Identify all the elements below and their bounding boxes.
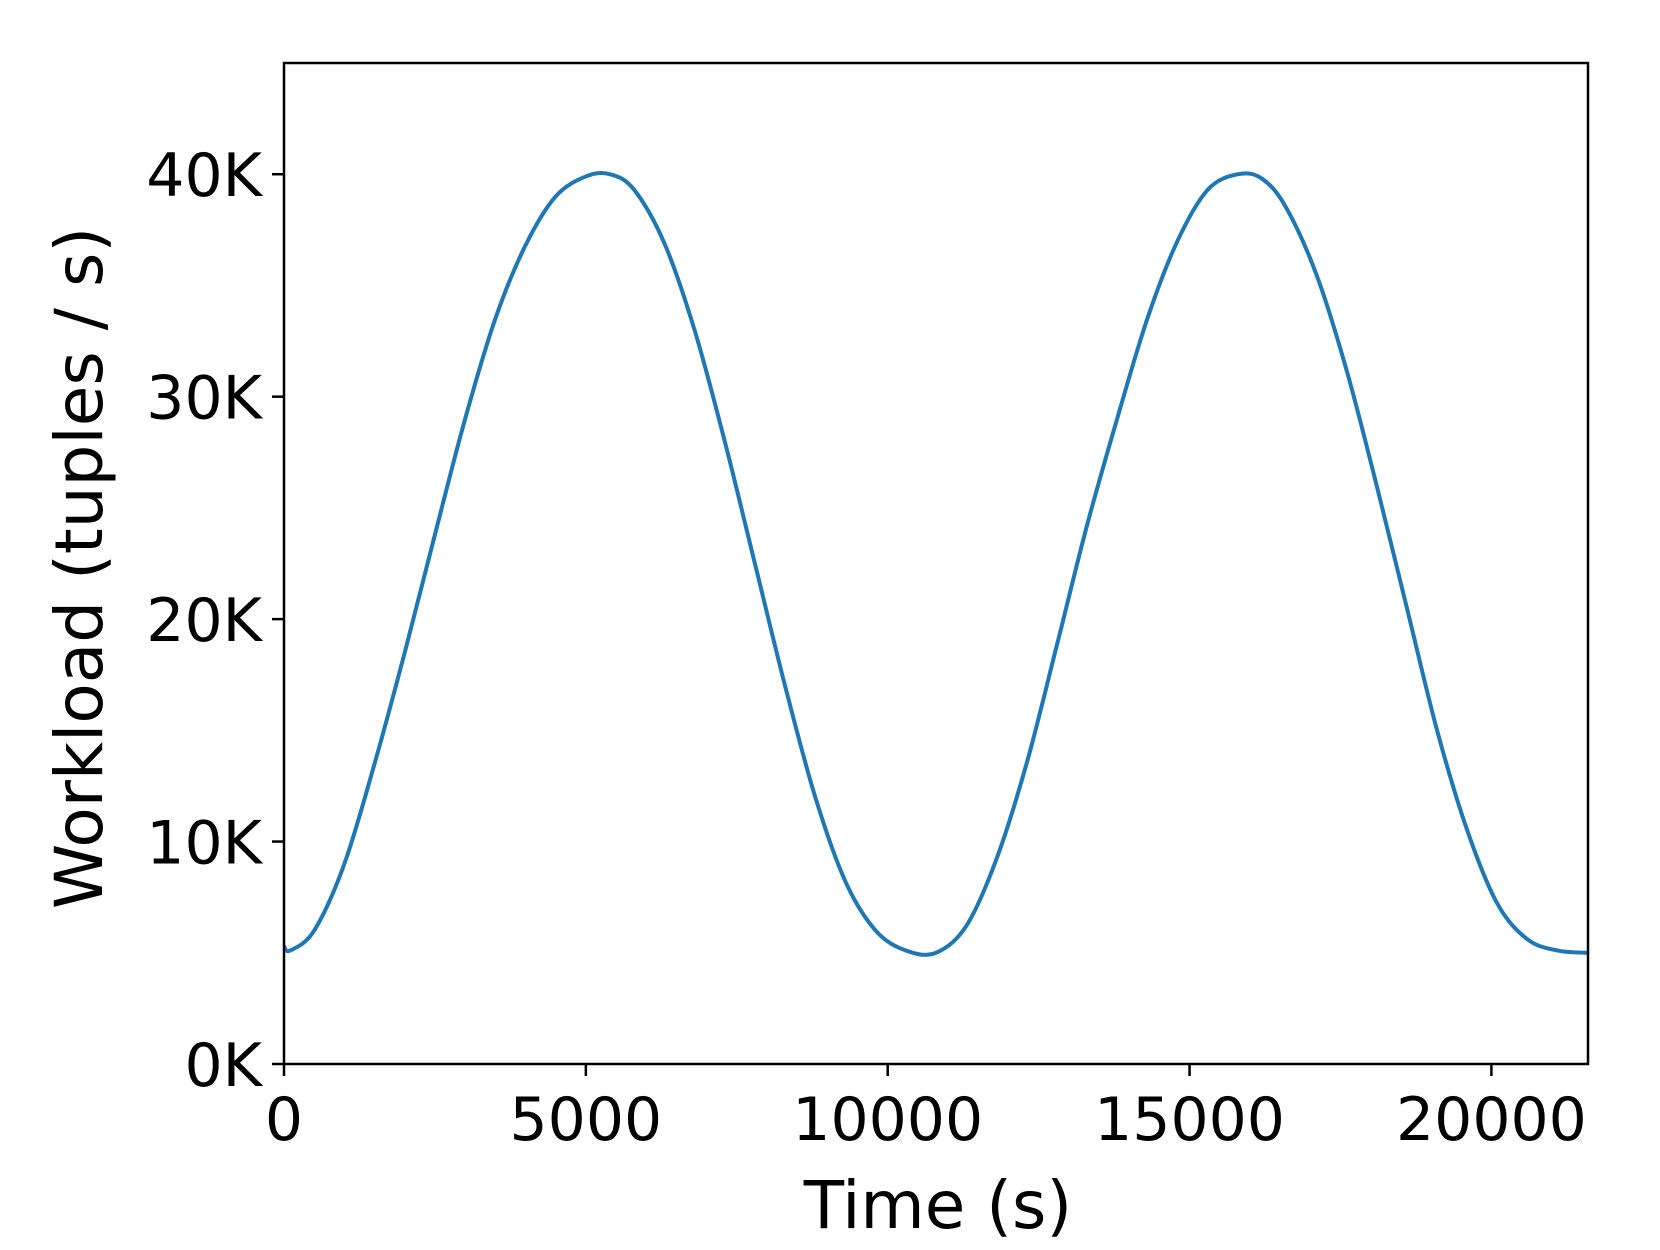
plot-frame: [282, 61, 1590, 1066]
y-tick-label: 10K: [146, 809, 263, 879]
plot-area: [282, 61, 1590, 1066]
x-axis-label: Time (s): [803, 1167, 1072, 1244]
y-tick-label: 20K: [146, 586, 263, 656]
y-tick-label: 0K: [184, 1031, 263, 1101]
x-axis-ticks: 0 5000 10000 15000 20000: [265, 1064, 1587, 1155]
x-tick-label: 20000: [1396, 1085, 1587, 1155]
y-axis-label: Workload (tuples / s): [41, 227, 118, 909]
x-tick-label: 5000: [510, 1085, 663, 1155]
x-tick-label: 10000: [792, 1085, 983, 1155]
y-tick-label: 40K: [146, 141, 263, 211]
y-axis-ticks: 0K 10K 20K 30K 40K: [146, 141, 284, 1101]
series-line-0: [284, 170, 1588, 957]
y-tick-label: 30K: [146, 364, 263, 434]
x-tick-label: 15000: [1094, 1085, 1285, 1155]
x-tick-label: 0: [265, 1085, 303, 1155]
